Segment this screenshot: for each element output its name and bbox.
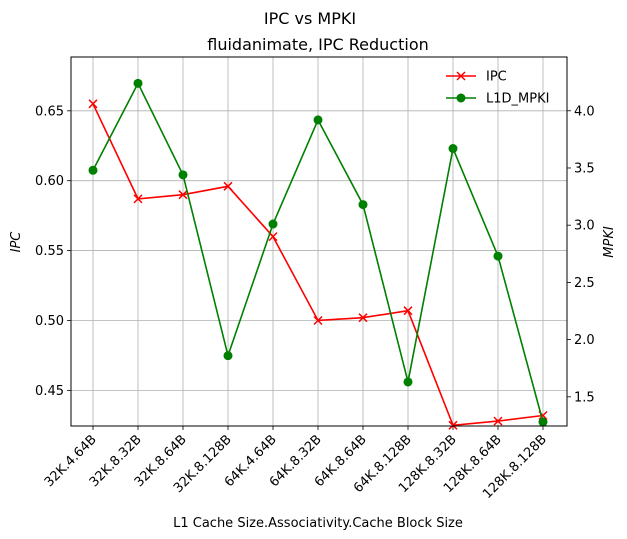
data-point-ipc	[313, 315, 323, 326]
legend-item-l1d-mpki: L1D_MPKI	[446, 92, 549, 107]
legend: IPC L1D_MPKI	[446, 70, 549, 107]
data-point-l1d-mpki	[223, 351, 233, 361]
plot-area	[88, 78, 548, 430]
legend-label: L1D_MPKI	[486, 92, 549, 107]
data-point-l1d-mpki	[538, 417, 548, 427]
legend-label: IPC	[486, 70, 507, 85]
data-point-ipc	[403, 306, 413, 316]
y-tick-label-left: 0.45	[35, 384, 64, 399]
chart-title: fluidanimate, IPC Reduction	[207, 35, 429, 54]
y-tick-label-left: 0.50	[35, 314, 64, 329]
y-tick-label-right: 2.5	[574, 276, 595, 291]
legend-marker-l1d-mpki	[456, 93, 466, 103]
legend-item-ipc: IPC	[446, 70, 507, 85]
data-point-ipc	[493, 416, 503, 426]
data-point-l1d-mpki	[403, 377, 413, 387]
data-point-ipc	[178, 190, 188, 200]
data-point-l1d-mpki	[178, 170, 188, 180]
y-tick-label-right: 4.0	[574, 104, 595, 119]
data-point-l1d-mpki	[268, 219, 278, 229]
y-tick-label-left: 0.55	[35, 244, 64, 259]
chart-suptitle: IPC vs MPKI	[264, 9, 356, 28]
data-point-l1d-mpki	[358, 200, 368, 210]
y-tick-label-left: 0.65	[35, 104, 64, 119]
y-tick-label-right: 1.5	[574, 390, 595, 405]
legend-marker-ipc	[456, 71, 466, 81]
y-axis-label-right: MPKI	[602, 226, 617, 258]
data-point-ipc	[88, 99, 98, 109]
data-point-ipc	[133, 194, 143, 204]
plot-frame	[70, 56, 568, 427]
y-tick-label-right: 3.0	[574, 219, 595, 234]
y-axis-label-left: IPC	[9, 231, 24, 253]
x-axis-label: L1 Cache Size.Associativity.Cache Block …	[173, 516, 463, 531]
y-tick-label-right: 2.0	[574, 333, 595, 348]
data-point-l1d-mpki	[448, 144, 458, 154]
data-point-ipc	[448, 420, 458, 430]
data-point-ipc	[358, 313, 368, 323]
data-point-l1d-mpki	[133, 78, 143, 88]
y-tick-label-right: 3.5	[574, 161, 595, 176]
y-tick-label-left: 0.60	[35, 174, 64, 189]
data-point-l1d-mpki	[313, 115, 323, 125]
data-point-l1d-mpki	[493, 251, 503, 261]
data-point-ipc	[223, 181, 233, 191]
data-point-l1d-mpki	[88, 165, 98, 175]
